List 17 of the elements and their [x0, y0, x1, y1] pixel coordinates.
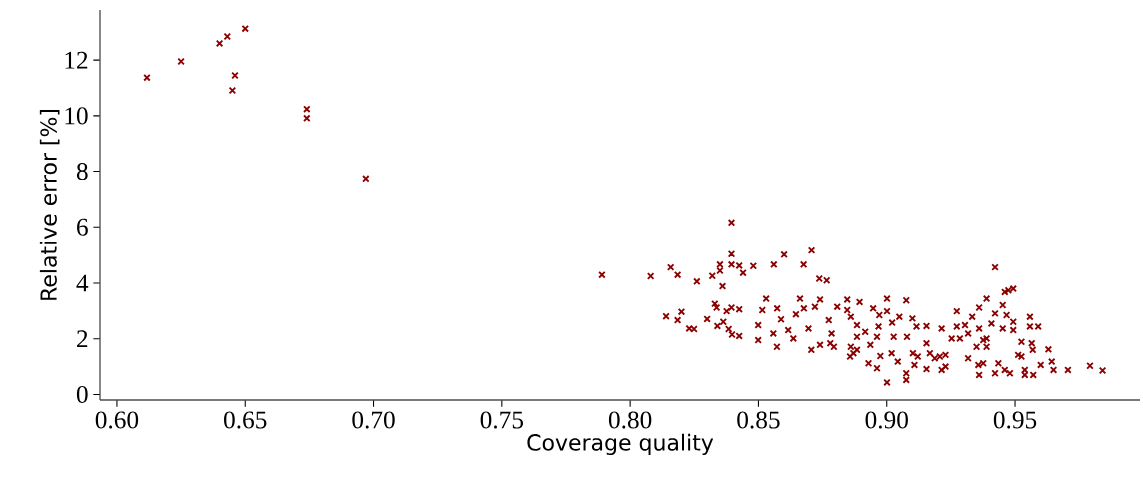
y-axis-title: Relative error [%]: [39, 109, 60, 300]
x-tick-label: 0.80: [608, 411, 652, 429]
x-axis-title: Coverage quality: [527, 433, 714, 456]
y-tick-label: 8: [76, 163, 88, 181]
x-tick-label: 0.70: [352, 411, 395, 429]
y-tick-label: 0: [76, 385, 88, 403]
x-tick-label: 0.60: [95, 411, 139, 429]
y-tick-label: 2: [77, 330, 88, 348]
y-tick-label: 10: [65, 107, 88, 125]
x-tick-label: 0.75: [480, 411, 524, 429]
x-tick-label: 0.90: [865, 411, 908, 429]
x-tick-label: 0.65: [224, 411, 267, 429]
y-tick-label: 6: [77, 218, 88, 236]
x-tick-label: 0.95: [993, 411, 1037, 429]
y-tick-label: 4: [76, 274, 89, 292]
x-tick-label: 0.85: [737, 411, 780, 429]
y-tick-label: 12: [65, 51, 88, 69]
